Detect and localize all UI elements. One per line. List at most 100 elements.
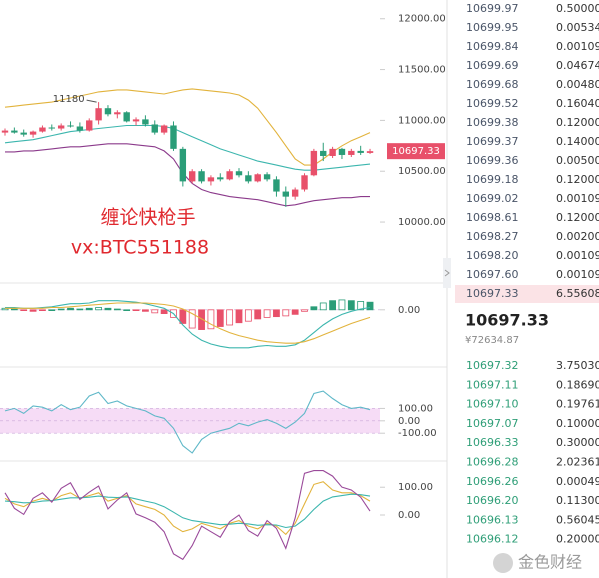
ask-amount: 0.14000 [556,135,599,148]
macd-bar [291,309,299,315]
bid-price: 10697.32 [466,359,519,372]
ask-price: 10699.68 [466,78,519,91]
candle-body [291,189,299,197]
candle-body [114,112,121,115]
macd-bar [338,299,346,311]
bid-amount: 0.19761 [556,398,599,411]
candle-body [217,177,224,180]
ask-price: 10699.18 [466,173,519,186]
candle-body [104,108,112,115]
ask-price: 10697.33 [466,287,519,300]
macd-bar [310,306,318,311]
candle-body [263,174,271,180]
site-watermark: 金色财经 [518,553,582,572]
candle-body [160,125,168,133]
indicator-line [4,124,371,171]
ask-amount: 0.12000 [556,211,599,224]
indicator-line [4,481,371,536]
bid-amount: 0.20000 [556,533,599,546]
macd-bar [235,309,243,324]
ask-amount: 0.12000 [556,173,599,186]
bid-price: 10696.28 [466,456,519,469]
macd-bar [104,307,112,311]
candle-body [207,177,215,182]
candle-body [11,130,18,133]
bid-amount: 3.75030 [556,359,599,372]
ask-price: 10697.60 [466,268,519,281]
macd-bar [329,300,337,311]
last-price-tag [387,143,445,160]
candle-body [48,127,55,129]
macd-bar [357,301,365,311]
macd-bar [151,309,159,314]
ask-amount: 0.00109 [556,40,599,53]
indicator-line [5,143,370,207]
candle-body [57,125,65,129]
ask-price: 10699.36 [466,154,519,167]
ask-price: 10698.20 [466,249,519,262]
ask-price: 10699.95 [466,21,519,34]
bid-price: 10697.07 [466,417,519,430]
macd-bar [282,309,290,317]
ask-price: 10699.02 [466,192,519,205]
ask-amount: 0.00480 [556,78,599,91]
candle-body [123,112,130,122]
candle-body [142,119,149,125]
ask-amount: 0.16040 [556,97,599,110]
candle-body [170,125,177,149]
ask-price: 10699.84 [466,40,519,53]
candle-body [348,150,355,155]
macd-bar [226,309,234,326]
ask-price: 10699.97 [466,2,519,15]
macd-bar [39,309,46,311]
candle-body [67,125,74,127]
macd-bar [179,309,187,324]
bid-amount: 0.30000 [556,436,599,449]
macd-bar [301,309,308,312]
ask-amount: 0.00500 [556,154,599,167]
indicator-line [4,390,371,454]
macd-bar [123,309,131,311]
macd-bar [160,309,168,314]
candle-body [20,132,27,135]
candle-body [357,150,364,153]
macd-bar [29,309,37,312]
macd-bar [76,308,84,311]
macd-bar [48,309,56,311]
macd-bar [10,308,18,311]
bid-amount: 0.00049 [556,475,599,488]
candle-body [320,150,327,156]
ask-amount: 0.00109 [556,268,599,281]
candle-body [198,171,205,182]
candle-body [366,151,374,153]
bid-price: 10697.10 [466,398,519,411]
candle-body [235,171,243,176]
y-tick-label: 0.00 [398,416,420,427]
ask-price: 10699.69 [466,59,519,72]
watermark-title: 缠论快枪手 [100,207,195,229]
bid-amount: 0.56045 [556,513,599,526]
candle-body [282,191,289,197]
ask-amount: 6.55608 [556,287,599,300]
macd-bar [254,309,262,320]
macd-bar [207,309,215,330]
watermark-contact: vx:BTC551188 [71,237,209,259]
candle-body [301,175,308,190]
candle-body [151,124,158,133]
macd-bar [85,307,93,311]
y-tick-label: 0.00 [398,305,420,316]
y-tick-label: 0.00 [398,510,420,521]
bid-price: 10696.13 [466,513,519,526]
last-price-cny: ¥72634.87 [465,335,519,346]
bid-price: 10696.33 [466,436,519,449]
ask-amount: 0.00109 [556,192,599,205]
ask-price: 10699.37 [466,135,519,148]
macd-bar [132,309,140,311]
bid-price: 10696.20 [466,494,519,507]
candle-body [95,108,102,121]
candle-body [329,148,336,156]
candle-body [273,179,280,192]
collapse-handle[interactable] [443,258,451,288]
candle-body [132,119,140,122]
